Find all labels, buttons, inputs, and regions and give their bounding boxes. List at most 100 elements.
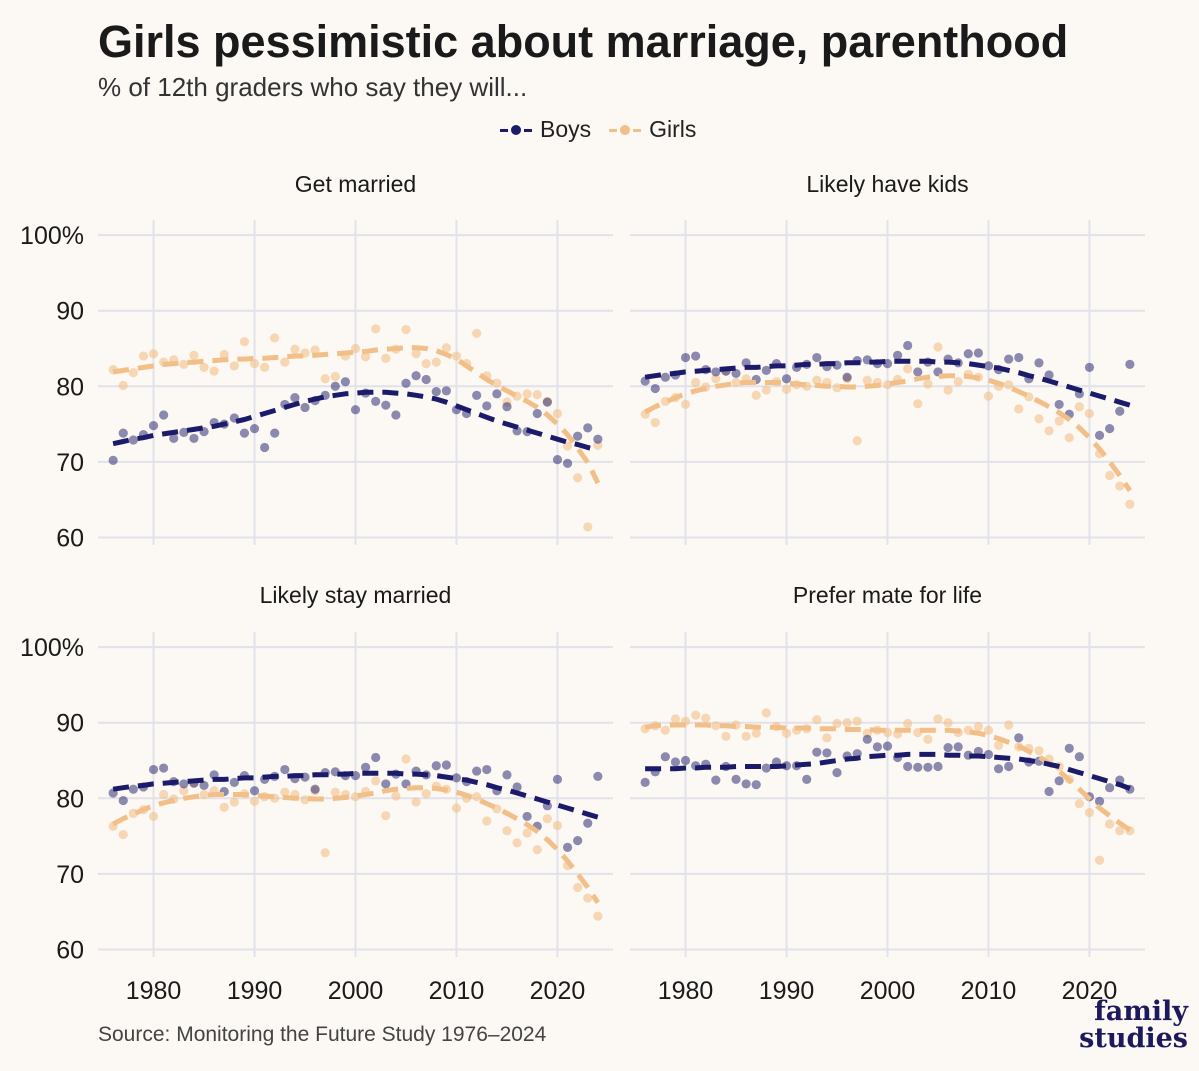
point-boys xyxy=(360,762,371,772)
point-boys xyxy=(421,374,431,385)
point-girls xyxy=(1105,470,1115,481)
point-boys xyxy=(1044,370,1054,380)
point-boys xyxy=(1014,733,1024,743)
facet-title: Prefer mate for life xyxy=(793,582,982,608)
point-girls xyxy=(401,324,411,335)
point-girls xyxy=(660,725,670,735)
point-girls xyxy=(552,408,563,419)
point-boys xyxy=(401,378,411,388)
point-boys xyxy=(532,408,542,419)
point-boys xyxy=(159,410,169,420)
x-tick-label: 2000 xyxy=(860,977,916,1005)
point-girls xyxy=(983,725,994,735)
point-boys xyxy=(249,786,260,796)
point-boys xyxy=(781,374,792,384)
point-girls xyxy=(310,345,320,355)
point-girls xyxy=(260,362,270,372)
point-girls xyxy=(701,713,711,723)
point-girls xyxy=(280,787,290,797)
point-girls xyxy=(751,390,761,400)
point-girls xyxy=(199,789,209,800)
point-boys xyxy=(502,770,512,780)
point-girls xyxy=(741,731,751,741)
point-boys xyxy=(148,420,159,431)
logo-line-2: studies xyxy=(1079,1023,1188,1054)
point-boys xyxy=(953,742,963,752)
point-girls xyxy=(1014,404,1024,414)
point-girls xyxy=(219,802,229,812)
point-boys xyxy=(1054,776,1064,786)
y-tick-label: 80 xyxy=(56,373,84,401)
point-girls xyxy=(670,714,681,724)
y-tick-label: 60 xyxy=(56,936,84,964)
x-tick-label: 2010 xyxy=(429,977,485,1005)
point-boys xyxy=(882,741,893,751)
point-boys xyxy=(573,836,583,846)
point-girls xyxy=(933,714,943,724)
point-girls xyxy=(320,848,330,858)
point-boys xyxy=(923,762,933,772)
point-boys xyxy=(913,762,923,772)
point-boys xyxy=(593,434,603,444)
point-girls xyxy=(451,803,462,813)
point-girls xyxy=(593,911,603,921)
point-girls xyxy=(118,829,128,840)
point-girls xyxy=(1115,826,1125,836)
point-girls xyxy=(472,792,482,802)
point-girls xyxy=(680,399,691,410)
x-tick-label: 1990 xyxy=(227,977,283,1005)
x-tick-label: 2010 xyxy=(961,977,1017,1005)
family-studies-logo: family studies xyxy=(1048,998,1188,1052)
point-girls xyxy=(923,734,933,744)
point-girls xyxy=(832,718,842,729)
point-girls xyxy=(903,364,913,374)
point-boys xyxy=(189,433,199,444)
point-boys xyxy=(943,743,953,753)
point-boys xyxy=(371,752,381,763)
point-boys xyxy=(552,774,563,784)
point-girls xyxy=(721,731,731,741)
point-boys xyxy=(731,774,741,784)
point-boys xyxy=(1014,352,1024,363)
point-girls xyxy=(249,796,260,806)
point-girls xyxy=(219,349,229,360)
point-boys xyxy=(381,779,391,789)
point-boys xyxy=(573,431,583,441)
chart-subtitle: % of 12th graders who say they will... xyxy=(98,72,528,102)
point-boys xyxy=(350,405,361,415)
point-boys xyxy=(993,764,1004,774)
point-boys xyxy=(761,365,771,376)
point-girls xyxy=(360,352,371,362)
point-boys xyxy=(903,761,913,772)
point-boys xyxy=(159,763,169,773)
point-girls xyxy=(118,380,128,391)
point-boys xyxy=(593,771,603,781)
point-girls xyxy=(1084,808,1095,818)
point-boys xyxy=(812,352,822,363)
point-girls xyxy=(573,882,583,893)
point-girls xyxy=(953,377,963,387)
point-girls xyxy=(330,371,340,382)
trend-line-boys xyxy=(112,389,599,453)
point-girls xyxy=(451,351,462,361)
x-tick-label: 1980 xyxy=(658,977,714,1005)
point-girls xyxy=(148,811,159,822)
point-boys xyxy=(1064,743,1074,753)
point-boys xyxy=(983,361,994,371)
point-boys xyxy=(371,396,381,406)
point-boys xyxy=(1074,752,1084,762)
point-boys xyxy=(381,400,391,410)
point-girls xyxy=(138,351,149,361)
point-boys xyxy=(562,458,573,468)
point-girls xyxy=(781,728,792,738)
x-tick-label: 1990 xyxy=(759,977,815,1005)
point-boys xyxy=(583,423,593,433)
point-boys xyxy=(1004,761,1014,772)
point-girls xyxy=(583,893,593,903)
point-boys xyxy=(542,397,552,407)
point-girls xyxy=(522,389,532,399)
facet-title: Likely have kids xyxy=(806,171,968,197)
point-boys xyxy=(731,368,741,379)
point-girls xyxy=(761,385,771,395)
point-girls xyxy=(270,333,280,343)
